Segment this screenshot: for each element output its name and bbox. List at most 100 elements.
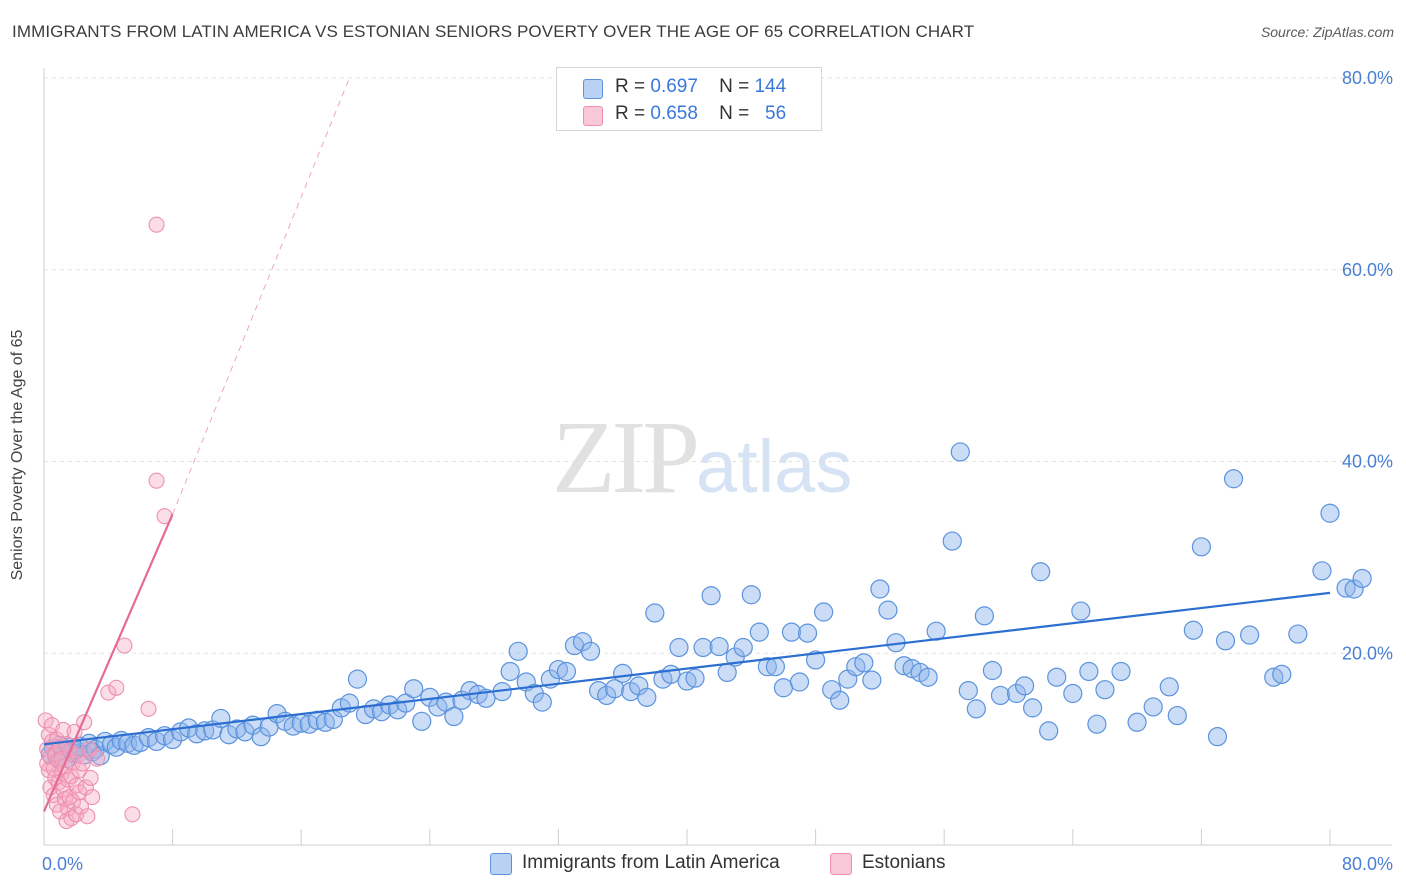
data-point-latin-america [412,711,432,731]
bottom-legend-label: Immigrants from Latin America [522,852,780,873]
data-point-latin-america [789,672,810,692]
legend-n-label: N = [719,103,750,124]
data-point-latin-america [1047,667,1067,687]
data-point-latin-america [814,602,834,622]
legend-n-value: 144 [754,76,787,97]
data-point-latin-america [1023,698,1043,718]
data-point-latin-america [548,659,569,680]
data-point-latin-america [1215,631,1236,651]
axes [43,68,1392,846]
data-point-latin-america [693,637,713,658]
data-point-latin-america [1167,705,1187,726]
data-point-latin-america [757,657,777,677]
series-estonians-points [37,216,173,830]
data-point-latin-america [942,531,962,551]
bottom-legend-label: Estonians [862,852,946,873]
data-point-estonians [72,798,90,815]
data-point-latin-america [1336,578,1356,598]
data-point-estonians [88,750,106,767]
data-point-latin-america [404,679,424,699]
data-point-latin-america [830,690,850,710]
x-tick-label: 80.0% [1342,854,1393,874]
trend-lines [42,77,1331,812]
source-label: Source: ZipAtlas.com [1260,24,1394,40]
data-point-latin-america [508,641,528,661]
legend-swatch-blue [583,79,603,99]
data-point-latin-america [1191,537,1212,557]
data-point-estonians [84,789,101,806]
data-point-latin-america [862,670,882,690]
data-point-latin-america [797,623,818,643]
data-point-latin-america [613,663,633,683]
x-tick-label: 0.0% [42,854,83,874]
data-point-latin-america [572,632,593,652]
data-point-estonians [108,679,125,696]
data-point-latin-america [1312,561,1332,581]
data-point-latin-america [645,603,665,623]
chart-title: IMMIGRANTS FROM LATIN AMERICA VS ESTONIA… [12,22,975,41]
trend-line-estonians-extension [172,77,350,515]
data-point-latin-america [371,702,392,722]
legend-r-value: 0.658 [650,103,698,124]
data-point-latin-america [741,585,761,605]
data-point-latin-america [1344,579,1364,599]
data-point-latin-america [556,661,577,682]
data-point-latin-america [781,622,802,642]
data-point-latin-america [1159,677,1179,697]
data-point-latin-america [918,667,938,687]
data-point-latin-america [1063,683,1083,704]
data-point-latin-america [990,685,1011,706]
data-point-latin-america [974,606,994,626]
y-tick-label: 60.0% [1342,260,1393,280]
data-point-latin-america [1240,625,1260,645]
data-point-latin-america [388,700,408,720]
data-point-estonians [82,769,99,786]
data-point-latin-america [878,600,898,620]
data-point-latin-america [958,681,978,701]
data-point-estonians [148,216,165,233]
data-point-latin-america [1143,697,1163,717]
data-point-latin-america [966,699,986,719]
y-tick-label: 80.0% [1342,68,1393,88]
data-point-latin-america [637,687,657,707]
data-point-latin-america [950,442,970,462]
data-point-latin-america [1087,714,1107,734]
legend-n-label: N = [719,76,750,97]
data-point-latin-america [1183,620,1203,640]
data-point-latin-america [1127,712,1147,732]
data-point-latin-america [773,678,794,698]
data-point-latin-america [629,676,649,696]
data-point-latin-america [1095,680,1115,700]
data-point-latin-america [1006,683,1027,704]
bottom-legend-swatch-pink [830,853,852,875]
data-point-latin-america [347,669,368,689]
data-point-latin-america [733,637,753,658]
data-point-latin-america [532,692,552,712]
data-point-estonians [124,806,141,823]
legend-r-label: R = [615,103,646,124]
data-point-latin-america [822,680,842,700]
data-point-latin-america [701,586,721,606]
data-point-latin-america [661,664,681,684]
data-point-estonians [77,779,94,796]
tick-labels: 80.0% 60.0% 40.0% 20.0% 0.0% 80.0% [42,68,1393,874]
data-point-latin-america [605,679,625,699]
data-point-latin-america [1039,721,1059,741]
legend-r-label: R = [615,76,646,97]
legend-n-value: 56 [765,103,787,124]
data-point-latin-america [1111,661,1131,682]
data-point-latin-america [1352,568,1372,589]
series-latin-america-points [40,442,1372,769]
data-point-estonians [74,755,91,772]
data-point-latin-america [1014,676,1035,696]
data-point-estonians [63,767,80,785]
data-point-latin-america [749,622,769,642]
data-point-latin-america [709,636,729,657]
legend-swatch-pink [583,106,603,126]
data-point-estonians [140,700,157,717]
data-point-latin-america [1079,661,1099,682]
data-point-latin-america [1071,601,1091,621]
y-tick-label: 20.0% [1342,643,1393,663]
data-point-latin-america [1223,469,1244,489]
